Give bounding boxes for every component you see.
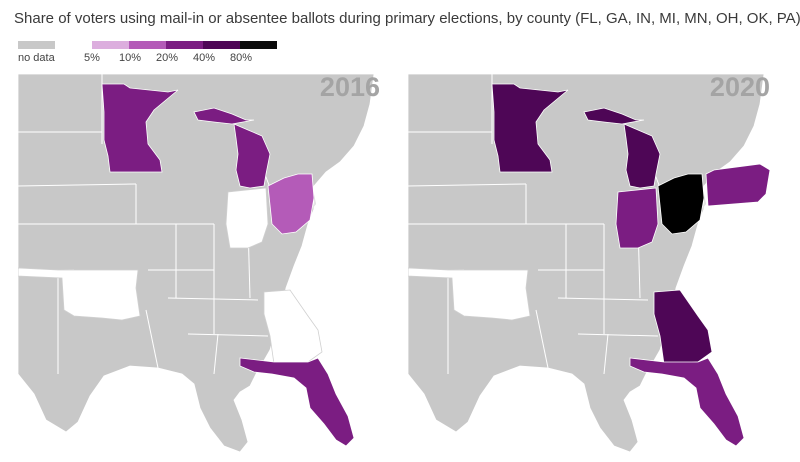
legend-swatch-5-10 xyxy=(92,41,129,49)
states-2016 xyxy=(18,83,355,447)
legend-swatch-20-40 xyxy=(166,41,203,49)
legend-swatch-10-20 xyxy=(129,41,166,49)
legend-label-no-data: no data xyxy=(18,52,55,64)
legend-label-80: 80% xyxy=(230,52,253,64)
state-MI xyxy=(583,107,661,189)
state-GA xyxy=(263,289,323,365)
state-OK xyxy=(18,267,141,321)
legend-label-5: 5% xyxy=(84,52,100,64)
state-MN xyxy=(101,83,179,173)
map-2016: 2016 xyxy=(18,74,392,454)
land-mass xyxy=(18,74,375,453)
state-MN xyxy=(491,83,569,173)
legend-label-10: 10% xyxy=(119,52,142,64)
legend-swatch-over-80 xyxy=(240,41,277,49)
state-GA xyxy=(653,289,713,365)
state-IN xyxy=(615,187,659,249)
year-label-2016: 2016 xyxy=(320,74,380,102)
year-label-2020: 2020 xyxy=(710,74,770,102)
state-OH xyxy=(267,173,315,235)
state-OK xyxy=(408,267,531,321)
state-IN xyxy=(225,187,269,249)
base-map-2016 xyxy=(18,74,375,453)
base-map-2020 xyxy=(408,74,765,453)
states-2020 xyxy=(408,83,771,447)
state-FL xyxy=(239,357,355,447)
state-OH xyxy=(657,173,705,235)
map-2020-svg: 2020 xyxy=(408,74,771,453)
state-PA xyxy=(705,163,771,207)
legend-swatch-under-5 xyxy=(55,41,92,49)
state-FL xyxy=(629,357,745,447)
state-MI xyxy=(193,107,271,189)
map-2020: 2020 xyxy=(408,74,782,454)
map-2016-svg: 2016 xyxy=(18,74,380,453)
chart-title: Share of voters using mail-in or absente… xyxy=(14,10,800,27)
legend-label-20: 20% xyxy=(156,52,179,64)
legend-label-40: 40% xyxy=(193,52,216,64)
legend-swatch-no-data xyxy=(18,41,55,49)
state-borders xyxy=(408,74,705,375)
legend-swatch-40-80 xyxy=(203,41,240,49)
